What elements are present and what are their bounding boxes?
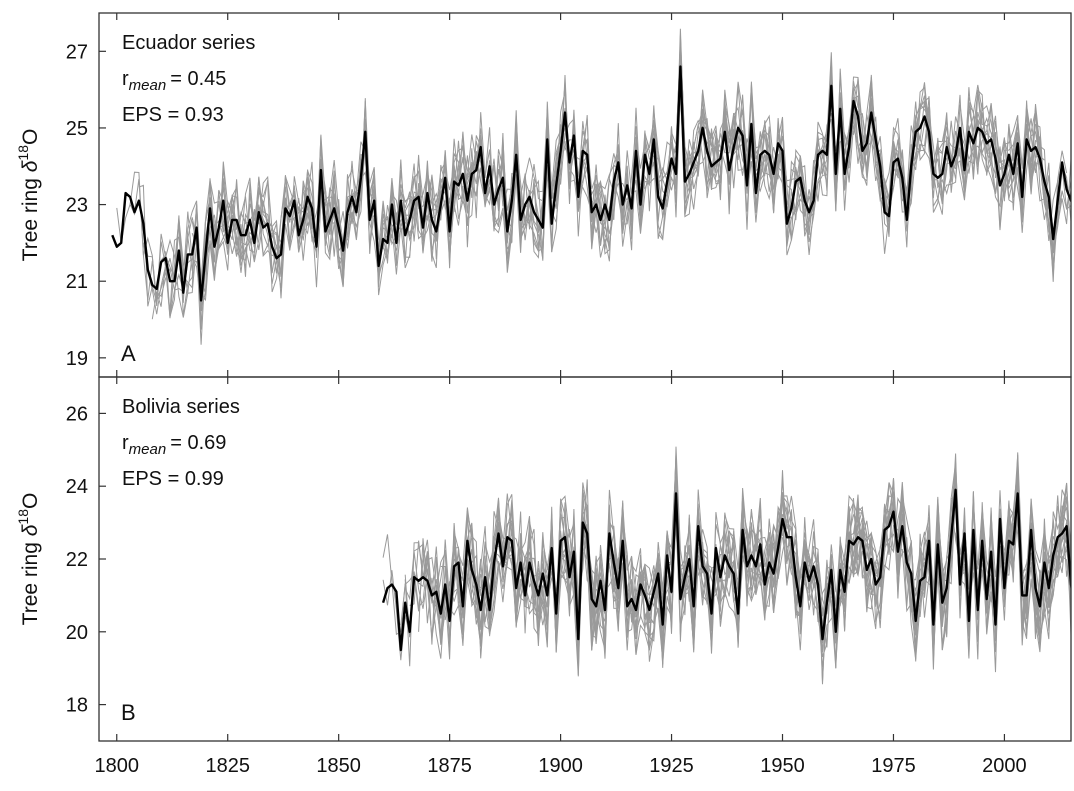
panel-b-y-axis-label: Tree ring δ18O [15, 493, 42, 626]
x-tick-label: 1850 [316, 755, 361, 777]
panel-b-eps: EPS = 0.99 [122, 468, 224, 490]
panel-b-y-tick-label: 18 [66, 695, 88, 717]
panel-a-mean-chronology [111, 65, 1071, 302]
panel-a-label: A [121, 341, 136, 366]
x-tick-label: 1825 [205, 755, 250, 777]
panel-a-r-mean: rmean = 0.45 [122, 68, 226, 94]
x-tick-label: 1800 [95, 755, 140, 777]
panel-a-tree-series [209, 77, 1071, 279]
x-tick-label: 2000 [982, 755, 1027, 777]
x-tick-label: 1875 [427, 755, 472, 777]
panel-a-r-value: = 0.45 [170, 68, 226, 90]
x-axis: 1800 1825 1850 1875 1900 1925 1950 1975 2000 [95, 755, 1027, 777]
panel-b-y-tick-label: 22 [66, 549, 88, 571]
panel-a-eps: EPS = 0.93 [122, 104, 224, 126]
x-tick-label: 1975 [871, 755, 916, 777]
panel-b-y-axis: 18 20 22 24 26 [66, 377, 1006, 741]
panel-a-y-tick-label: 21 [66, 271, 88, 293]
panel-b-tree-series [466, 482, 1071, 677]
panel-b-mean-series [381, 488, 1071, 652]
panel-a-y-tick-label: 23 [66, 195, 88, 217]
panel-b-series-name: Bolivia series [122, 396, 240, 418]
x-tick-label: 1950 [760, 755, 805, 777]
panel-a-individual-series [116, 28, 1071, 345]
panel-b-y-tick-label: 26 [66, 403, 88, 425]
x-tick-label: 1900 [538, 755, 583, 777]
panel-a-y-tick-label: 25 [66, 118, 88, 140]
panel-a-y-axis: 19 21 23 25 27 [66, 13, 1006, 377]
panel-a-y-tick-label: 27 [66, 41, 88, 63]
panel-a: 19 21 23 25 27 Ecuador series rmean = 0.45 EP… [15, 13, 1071, 377]
panel-b-r-value: = 0.69 [170, 432, 226, 454]
panel-a-tree-series [116, 40, 1071, 303]
panel-b-label: B [121, 700, 136, 725]
panel-a-series-name: Ecuador series [122, 32, 255, 54]
panel-a-y-tick-label: 19 [66, 348, 88, 370]
panel-b-frame [98, 376, 1072, 742]
panel-a-mean-series [111, 65, 1071, 302]
panel-b-y-tick-label: 24 [66, 476, 88, 498]
panel-b-y-tick-label: 20 [66, 622, 88, 644]
panel-a-y-axis-label: Tree ring δ18O [15, 129, 42, 262]
panel-a-frame [98, 12, 1072, 378]
panel-b-r-mean: rmean = 0.69 [122, 432, 226, 458]
panel-b-mean-chronology [381, 488, 1071, 652]
panel-b: 18 20 22 24 26 Bolivia series rmean = 0.69 EP… [15, 377, 1071, 741]
x-tick-label: 1925 [649, 755, 694, 777]
